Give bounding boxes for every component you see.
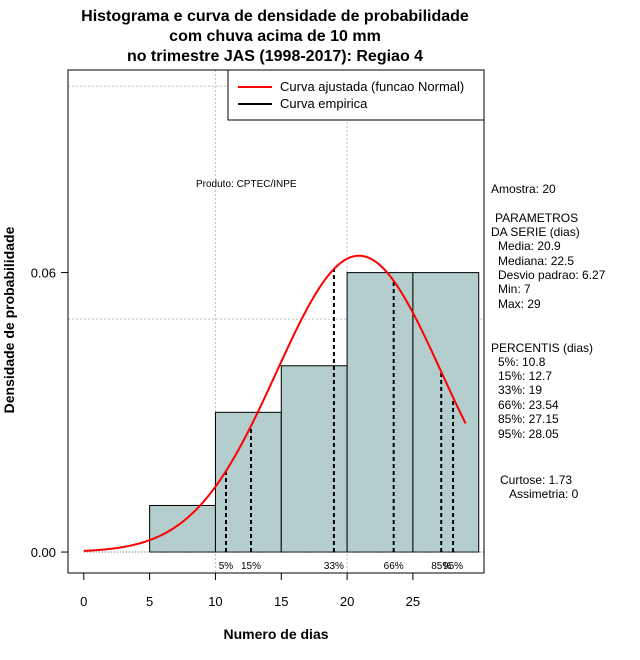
x-tick-label-10: 10 [208,594,222,609]
x-tick-label-20: 20 [340,594,354,609]
chart-title-line-3: no trimestre JAS (1998-2017): Regiao 4 [127,48,423,65]
stat-kurtosis: Curtose: 1.73 [500,473,572,487]
legend-fitted-label: Curva ajustada (funcao Normal) [280,79,464,94]
percentile-label-2: 15% [241,561,261,572]
parameters-title: PARAMETROS [495,211,578,225]
fitted-curve-layer [83,254,467,552]
histogram-bar-1 [149,504,216,553]
chart-title-line-2: com chuva acima de 10 mm [169,28,381,45]
stat-median: Mediana: 22.5 [498,254,574,268]
producer-annotation: Produto: CPTEC/INPE [196,179,297,190]
percentile-label-1: 5% [219,561,234,572]
stat-min: Min: 7 [498,282,531,296]
x-tick-label-5: 5 [146,594,153,609]
legend-box [227,69,485,121]
percentile-95: 95%: 28.05 [498,427,559,441]
y-axis-label: Densidade de probabilidade [1,226,17,413]
stat-mean: Media: 20.9 [498,239,561,253]
percentile-5: 5%: 10.8 [498,355,546,369]
percentile-85: 85%: 27.15 [498,412,559,426]
axes: 0 5 10 15 20 25 0.00 0.06 [31,266,420,609]
percentiles-title: PERCENTIS (dias) [491,341,593,355]
x-tick-label-0: 0 [80,594,87,609]
stat-skewness: Assimetria: 0 [509,487,579,501]
percentile-33: 33%: 19 [498,383,542,397]
percentile-label-6: 95% [443,561,463,572]
percentile-15: 15%: 12.7 [498,369,552,383]
percentile-label-3: 33% [324,561,344,572]
x-axis-label: Numero de dias [223,626,328,642]
chart-title-line-1: Histograma e curva de densidade de proba… [81,8,469,25]
y-tick-label-0: 0.00 [31,545,56,560]
x-tick-label-25: 25 [406,594,420,609]
y-tick-label-1: 0.06 [31,266,56,281]
stat-std-dev: Desvio padrao: 6.27 [498,268,606,282]
percentile-lines: 5% 15% 33% 66% 85%95% [219,269,463,572]
percentile-label-4: 66% [384,561,404,572]
fitted-normal-curve [83,254,467,552]
sample-size: Amostra: 20 [491,182,556,196]
statistics-panel: Amostra: 20 PARAMETROS DA SERIE (dias) M… [491,182,606,501]
histogram-bar-5 [412,272,480,553]
histogram-bars [83,272,484,553]
series-title: DA SERIE (dias) [491,225,580,239]
percentile-66: 66%: 23.54 [498,398,559,412]
percentile-label-5: 85% [431,561,451,572]
legend-empirical-label: Curva empirica [280,96,368,111]
histogram-bar-3 [280,365,348,553]
x-tick-label-15: 15 [274,594,288,609]
histogram-bar-4 [346,272,414,553]
legend: Curva ajustada (funcao Normal) Curva emp… [227,69,485,121]
stat-max: Max: 29 [498,297,541,311]
